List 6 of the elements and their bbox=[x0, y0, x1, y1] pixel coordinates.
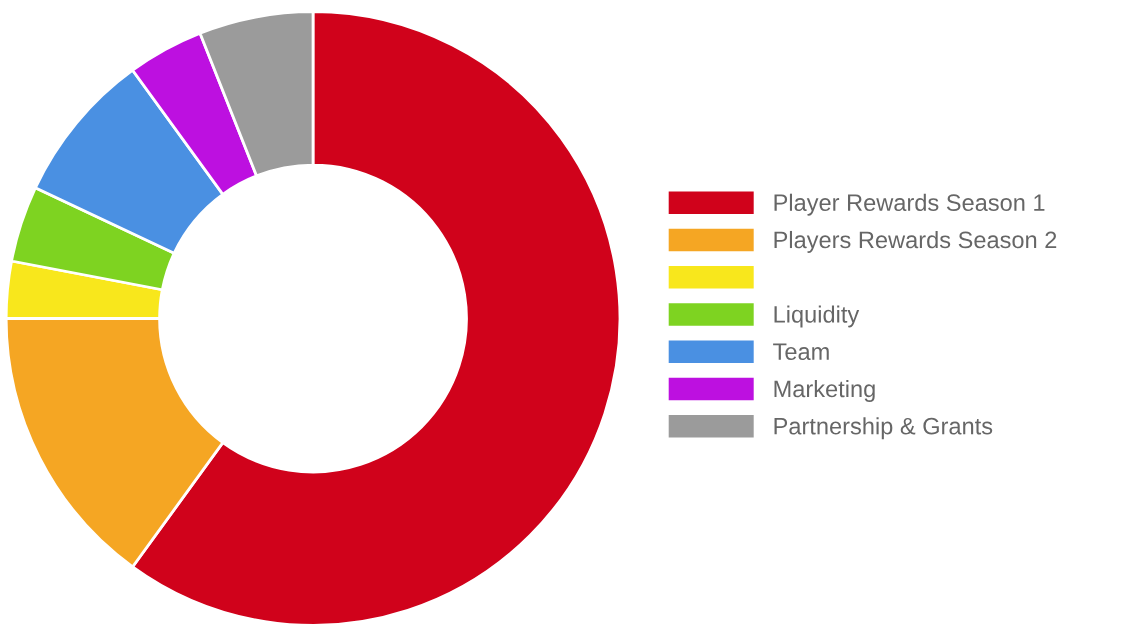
legend-label: Partnership & Grants bbox=[774, 417, 993, 440]
legend-label: Team bbox=[773, 343, 829, 361]
legend-label: Marketing bbox=[774, 379, 875, 402]
legend-label: Liquidity bbox=[774, 305, 860, 328]
legend-label: Players Rewards Season 2 bbox=[774, 230, 1057, 253]
legend-label: Player Rewards Season 1 bbox=[774, 193, 1045, 216]
